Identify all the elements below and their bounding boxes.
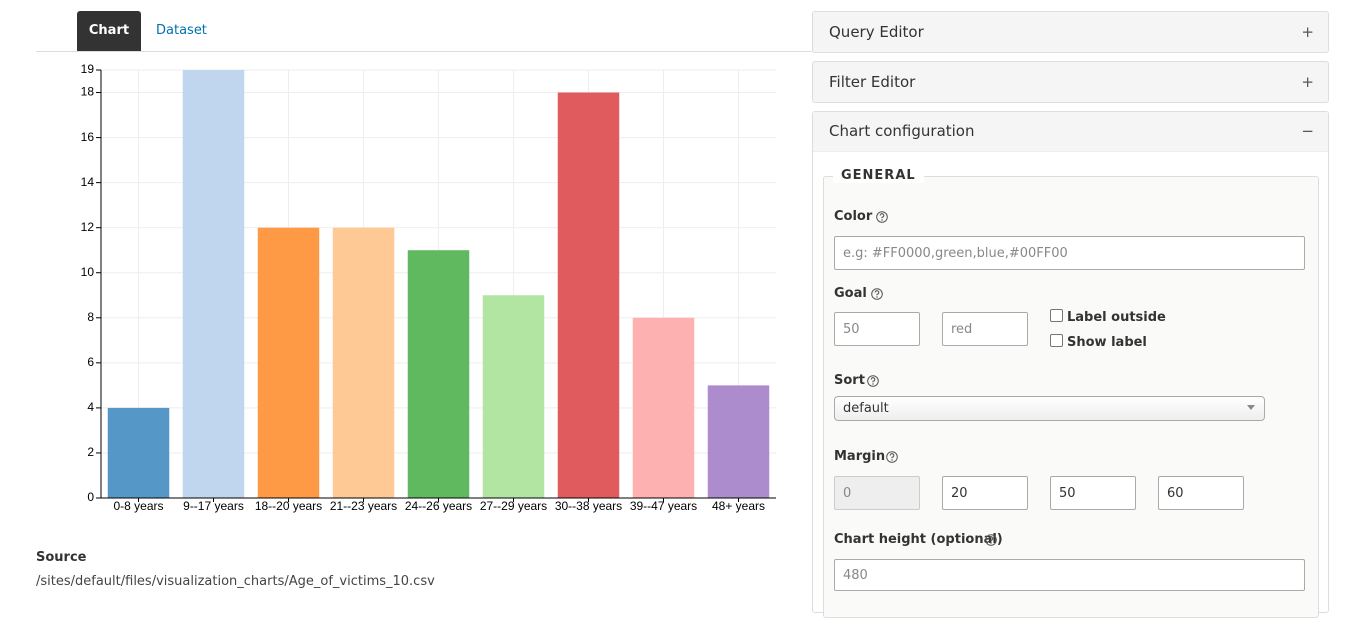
margin-input: 0 (834, 476, 920, 510)
panel-toggle[interactable]: − (1301, 122, 1314, 140)
fieldset-legend: GENERAL (833, 168, 924, 183)
checkbox-label: Show label (1067, 335, 1147, 350)
bar (557, 92, 620, 499)
checkbox[interactable] (1050, 334, 1063, 347)
y-tick-label: 12 (81, 220, 95, 234)
help-icon[interactable] (876, 211, 888, 223)
y-tick-label: 4 (87, 400, 94, 414)
x-tick-label: 0-8 years (113, 499, 163, 513)
checkbox-label: Label outside (1067, 310, 1166, 325)
x-tick-label: 18--20 years (255, 499, 322, 513)
x-tick-label: 24--26 years (405, 499, 472, 513)
y-tick-label: 10 (81, 265, 95, 279)
bar (257, 227, 320, 498)
checkbox[interactable] (1050, 309, 1063, 322)
margin-input[interactable]: 20 (942, 476, 1028, 510)
x-tick-label: 30--38 years (555, 499, 622, 513)
y-tick-label: 2 (87, 445, 94, 459)
goal-input[interactable]: 50 (834, 312, 920, 346)
bar (482, 295, 545, 498)
sort-label: Sort (834, 373, 865, 388)
help-icon[interactable] (985, 534, 997, 546)
bar (707, 385, 770, 498)
x-tick-label: 27--29 years (480, 499, 547, 513)
y-tick-label: 16 (81, 130, 95, 144)
panel-title: Chart configuration (829, 122, 975, 140)
chart-height-input[interactable]: 480 (834, 559, 1305, 591)
y-tick-label: 14 (81, 175, 95, 189)
help-icon[interactable] (871, 288, 883, 300)
chart-height-label: Chart height (optional) (834, 532, 1003, 547)
bar (107, 407, 170, 498)
panel-title: Filter Editor (829, 73, 916, 91)
chart: 0 2 4 6 8 10 12 14 16 18 19 0-8 years 9--17 years 18-… (81, 62, 776, 513)
margin-input[interactable]: 60 (1158, 476, 1244, 510)
query-panel[interactable]: Query Editor + (812, 11, 1329, 53)
color-input[interactable]: e.g: #FF0000,green,blue,#00FF00 (834, 236, 1305, 270)
bar (182, 70, 245, 498)
dropdown-arrow (1247, 405, 1255, 410)
x-tick-label: 48+ years (712, 499, 765, 513)
y-tick-label: 8 (87, 310, 94, 324)
color-label: Color (834, 209, 873, 224)
goal-label: Goal (834, 286, 867, 301)
help-icon[interactable] (886, 451, 898, 463)
margin-label: Margin (834, 449, 886, 464)
panel-toggle[interactable]: + (1301, 23, 1314, 41)
filter-panel[interactable]: Filter Editor + (812, 61, 1329, 103)
y-tick-label: 19 (81, 62, 95, 76)
tab-chart[interactable]: Chart (77, 11, 141, 51)
x-tick-label: 21--23 years (330, 499, 397, 513)
y-tick-label: 6 (87, 355, 94, 369)
x-tick-label: 9--17 years (183, 499, 244, 513)
goal-color-input[interactable]: red (942, 312, 1028, 346)
help-icon[interactable] (867, 375, 879, 387)
margin-input[interactable]: 50 (1050, 476, 1136, 510)
bar (332, 227, 395, 498)
bar (632, 317, 695, 498)
x-tick-label: 39--47 years (630, 499, 697, 513)
sort-select[interactable]: default (834, 396, 1265, 421)
bar (407, 250, 470, 498)
page: Chart Dataset 0 2 4 6 8 10 12 14 16 18 19 0-8 years… (36, 11, 1329, 618)
panel-header[interactable] (813, 112, 1328, 152)
source-path: /sites/default/files/visualization_chart… (36, 574, 435, 589)
source-label: Source (36, 550, 87, 565)
panel-toggle[interactable]: + (1301, 73, 1314, 91)
y-tick-label: 0 (87, 490, 94, 504)
tab-dataset[interactable]: Dataset (156, 23, 207, 38)
y-tick-label: 18 (81, 85, 95, 99)
tab-divider (36, 51, 812, 52)
panel-title: Query Editor (829, 23, 924, 41)
